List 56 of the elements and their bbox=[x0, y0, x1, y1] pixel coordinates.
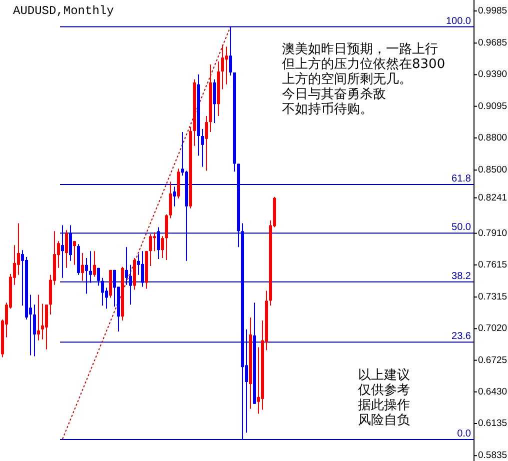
ref-line-label: 23.6 bbox=[452, 331, 472, 342]
candlestick bbox=[129, 264, 132, 306]
candlestick bbox=[173, 186, 176, 207]
candlestick bbox=[69, 224, 72, 262]
y-tick-label: 0.7615 bbox=[478, 259, 508, 270]
annotation: 以上建议仅供参考据此操作风险自负 bbox=[358, 368, 410, 428]
candlestick bbox=[161, 236, 164, 259]
annotation: 今日与其奋勇杀敌不如持币待购。 bbox=[282, 87, 386, 117]
candlestick bbox=[169, 181, 172, 219]
candlestick bbox=[97, 267, 100, 286]
annotation: 澳美如昨日预期，一路上行但上方的压力位依然在8300上方的空间所剩无几。 bbox=[282, 41, 446, 87]
candlestick bbox=[85, 258, 88, 294]
candlestick bbox=[61, 224, 64, 278]
candlestick bbox=[205, 116, 208, 172]
y-tick-label: 0.8800 bbox=[478, 132, 508, 144]
ref-line-label: 38.2 bbox=[452, 270, 472, 282]
candlestick bbox=[89, 250, 92, 284]
y-tick-label: 0.6135 bbox=[478, 418, 508, 430]
candlestick bbox=[141, 250, 144, 288]
y-tick-label: 0.9685 bbox=[478, 38, 508, 49]
y-tick-label: 0.8500 bbox=[478, 164, 508, 176]
y-tick-label: 0.9095 bbox=[478, 100, 508, 112]
candlestick bbox=[45, 304, 48, 350]
candlestick bbox=[101, 277, 104, 306]
candlestick bbox=[33, 304, 36, 357]
y-tick-label: 0.7315 bbox=[478, 292, 508, 303]
candlestick bbox=[221, 44, 224, 90]
candlestick bbox=[125, 246, 128, 286]
y-tick-label: 0.8241 bbox=[478, 192, 508, 204]
y-tick-label: 0.6430 bbox=[478, 386, 508, 398]
candlestick bbox=[41, 303, 44, 340]
candlestick bbox=[73, 240, 76, 266]
candlestick bbox=[225, 46, 228, 85]
candlestick bbox=[201, 128, 204, 168]
y-tick-label: 0.7910 bbox=[478, 228, 508, 239]
chart-title: AUDUSD,Monthly bbox=[13, 4, 114, 18]
candlestick bbox=[157, 226, 160, 260]
y-tick-label: 0.5835 bbox=[478, 450, 508, 461]
y-tick-label: 0.9985 bbox=[478, 5, 508, 16]
ref-line-label: 100.0 bbox=[446, 16, 472, 27]
candlestick bbox=[213, 78, 216, 124]
candlestick bbox=[149, 234, 152, 266]
y-tick-label: 0.7020 bbox=[478, 323, 508, 334]
candlestick bbox=[229, 26, 232, 76]
candlestick bbox=[81, 252, 84, 282]
candlestick bbox=[65, 230, 68, 268]
candlestick bbox=[153, 232, 156, 252]
y-tick-label: 0.6725 bbox=[478, 354, 508, 366]
candlestick bbox=[17, 222, 20, 276]
candlestick bbox=[37, 294, 40, 341]
ref-line-label: 50.0 bbox=[452, 222, 472, 234]
ref-line-label: 61.8 bbox=[452, 173, 472, 184]
y-tick-label: 0.9390 bbox=[478, 69, 508, 80]
candlestick bbox=[165, 214, 168, 260]
ref-line-label: 0.0 bbox=[457, 428, 472, 440]
candlestick bbox=[93, 250, 96, 278]
